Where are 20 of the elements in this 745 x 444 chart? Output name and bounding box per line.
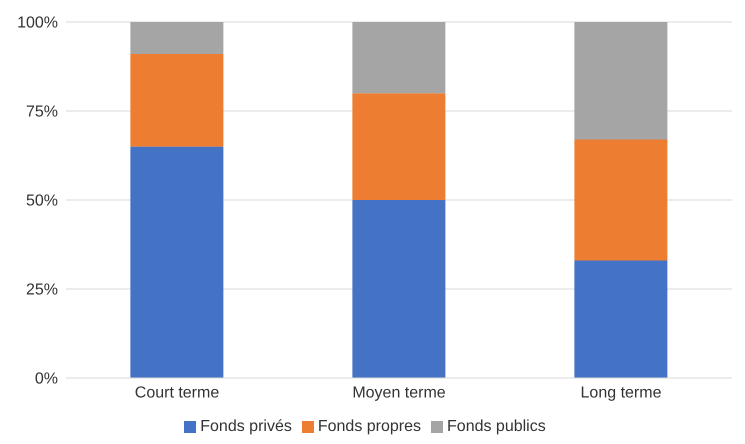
bar — [352, 22, 446, 94]
y-tick-label: 0% — [34, 370, 58, 388]
y-tick-label: 75% — [26, 104, 58, 121]
y-tick-label: 25% — [26, 282, 58, 299]
bar — [130, 54, 224, 147]
bar — [352, 200, 446, 378]
legend-label: Fonds propres — [318, 418, 422, 435]
bar — [130, 146, 224, 378]
bar — [574, 139, 668, 261]
bar — [352, 93, 446, 200]
legend-label: Fonds publics — [447, 418, 546, 435]
x-tick-label: Long terme — [580, 384, 662, 402]
bar — [574, 22, 668, 140]
bar — [574, 260, 668, 378]
bar — [130, 22, 224, 54]
x-tick-label: Court terme — [134, 384, 220, 402]
y-tick-label: 100% — [17, 14, 58, 32]
legend-label: Fonds privés — [200, 418, 292, 435]
y-tick-label: 50% — [26, 192, 58, 210]
x-tick-label: Moyen terme — [352, 384, 446, 402]
